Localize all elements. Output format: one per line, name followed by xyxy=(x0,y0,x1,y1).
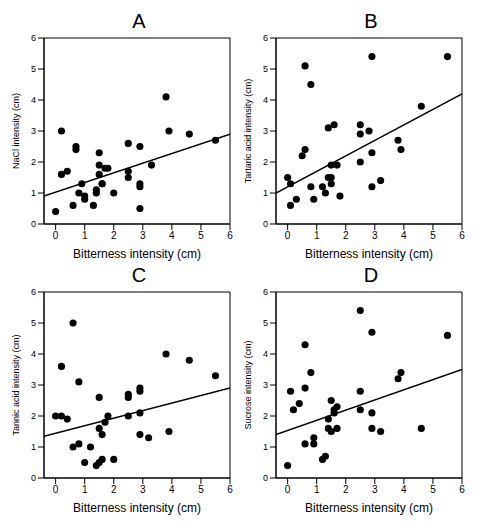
html-text:D: D xyxy=(363,264,379,286)
svg-text:1: 1 xyxy=(82,230,88,241)
svg-text:6: 6 xyxy=(263,34,268,43)
svg-text:0: 0 xyxy=(285,484,291,495)
svg-text:Sucrose intensity (cm): Sucrose intensity (cm) xyxy=(243,340,253,429)
svg-text:2: 2 xyxy=(263,157,268,167)
svg-text:4: 4 xyxy=(169,484,175,495)
svg-text:0: 0 xyxy=(53,484,59,495)
svg-text:Tartaric acid intensity (cm): Tartaric acid intensity (cm) xyxy=(243,79,253,184)
svg-text:4: 4 xyxy=(401,230,407,241)
svg-text:5: 5 xyxy=(430,484,436,495)
svg-text:0: 0 xyxy=(285,230,291,241)
svg-text:Bitterness intensity (cm): Bitterness intensity (cm) xyxy=(73,247,201,261)
svg-text:1: 1 xyxy=(263,442,268,452)
svg-text:5: 5 xyxy=(31,318,36,328)
svg-text:6: 6 xyxy=(263,288,268,297)
svg-text:1: 1 xyxy=(263,188,268,198)
svg-text:2: 2 xyxy=(263,411,268,421)
svg-text:4: 4 xyxy=(169,230,175,241)
svg-text:5: 5 xyxy=(263,64,268,74)
svg-text:6: 6 xyxy=(31,34,36,43)
svg-text:Bitterness intensity (cm): Bitterness intensity (cm) xyxy=(305,247,433,261)
svg-text:2: 2 xyxy=(111,484,117,495)
svg-text:0: 0 xyxy=(31,473,36,483)
svg-text:1: 1 xyxy=(314,484,320,495)
svg-text:4: 4 xyxy=(401,484,407,495)
svg-text:1: 1 xyxy=(314,230,320,241)
svg-text:6: 6 xyxy=(227,230,233,241)
svg-text:6: 6 xyxy=(227,484,233,495)
svg-text:2: 2 xyxy=(343,484,349,495)
svg-text:5: 5 xyxy=(263,318,268,328)
svg-text:4: 4 xyxy=(31,349,36,359)
svg-text:0: 0 xyxy=(263,473,268,483)
svg-text:Bitterness intensity (cm): Bitterness intensity (cm) xyxy=(305,501,433,515)
svg-text:0: 0 xyxy=(53,230,59,241)
svg-text:3: 3 xyxy=(263,126,268,136)
svg-text:3: 3 xyxy=(372,484,378,495)
html-text:C: C xyxy=(131,264,147,286)
svg-text:6: 6 xyxy=(31,288,36,297)
svg-text:1: 1 xyxy=(31,442,36,452)
svg-text:4: 4 xyxy=(31,95,36,105)
svg-text:5: 5 xyxy=(198,484,204,495)
svg-text:1: 1 xyxy=(31,188,36,198)
svg-text:3: 3 xyxy=(31,380,36,390)
svg-text:2: 2 xyxy=(111,230,117,241)
svg-text:4: 4 xyxy=(263,95,268,105)
svg-text:3: 3 xyxy=(372,230,378,241)
svg-text:Tannic acid intensity (cm): Tannic acid intensity (cm) xyxy=(11,334,21,435)
svg-text:3: 3 xyxy=(140,230,146,241)
svg-text:2: 2 xyxy=(31,157,36,167)
svg-text:5: 5 xyxy=(198,230,204,241)
svg-text:2: 2 xyxy=(31,411,36,421)
svg-text:1: 1 xyxy=(82,484,88,495)
html-text:B: B xyxy=(364,10,378,32)
svg-text:2: 2 xyxy=(343,230,349,241)
svg-text:4: 4 xyxy=(263,349,268,359)
svg-text:6: 6 xyxy=(459,484,465,495)
svg-text:Bitterness intensity (cm): Bitterness intensity (cm) xyxy=(73,501,201,515)
svg-text:5: 5 xyxy=(31,64,36,74)
html-text:A: A xyxy=(132,10,146,32)
svg-text:5: 5 xyxy=(430,230,436,241)
svg-text:6: 6 xyxy=(459,230,465,241)
svg-text:0: 0 xyxy=(263,219,268,229)
svg-text:NaCl intensity (cm): NaCl intensity (cm) xyxy=(11,93,21,169)
svg-text:0: 0 xyxy=(31,219,36,229)
svg-text:3: 3 xyxy=(263,380,268,390)
svg-text:3: 3 xyxy=(140,484,146,495)
svg-text:3: 3 xyxy=(31,126,36,136)
